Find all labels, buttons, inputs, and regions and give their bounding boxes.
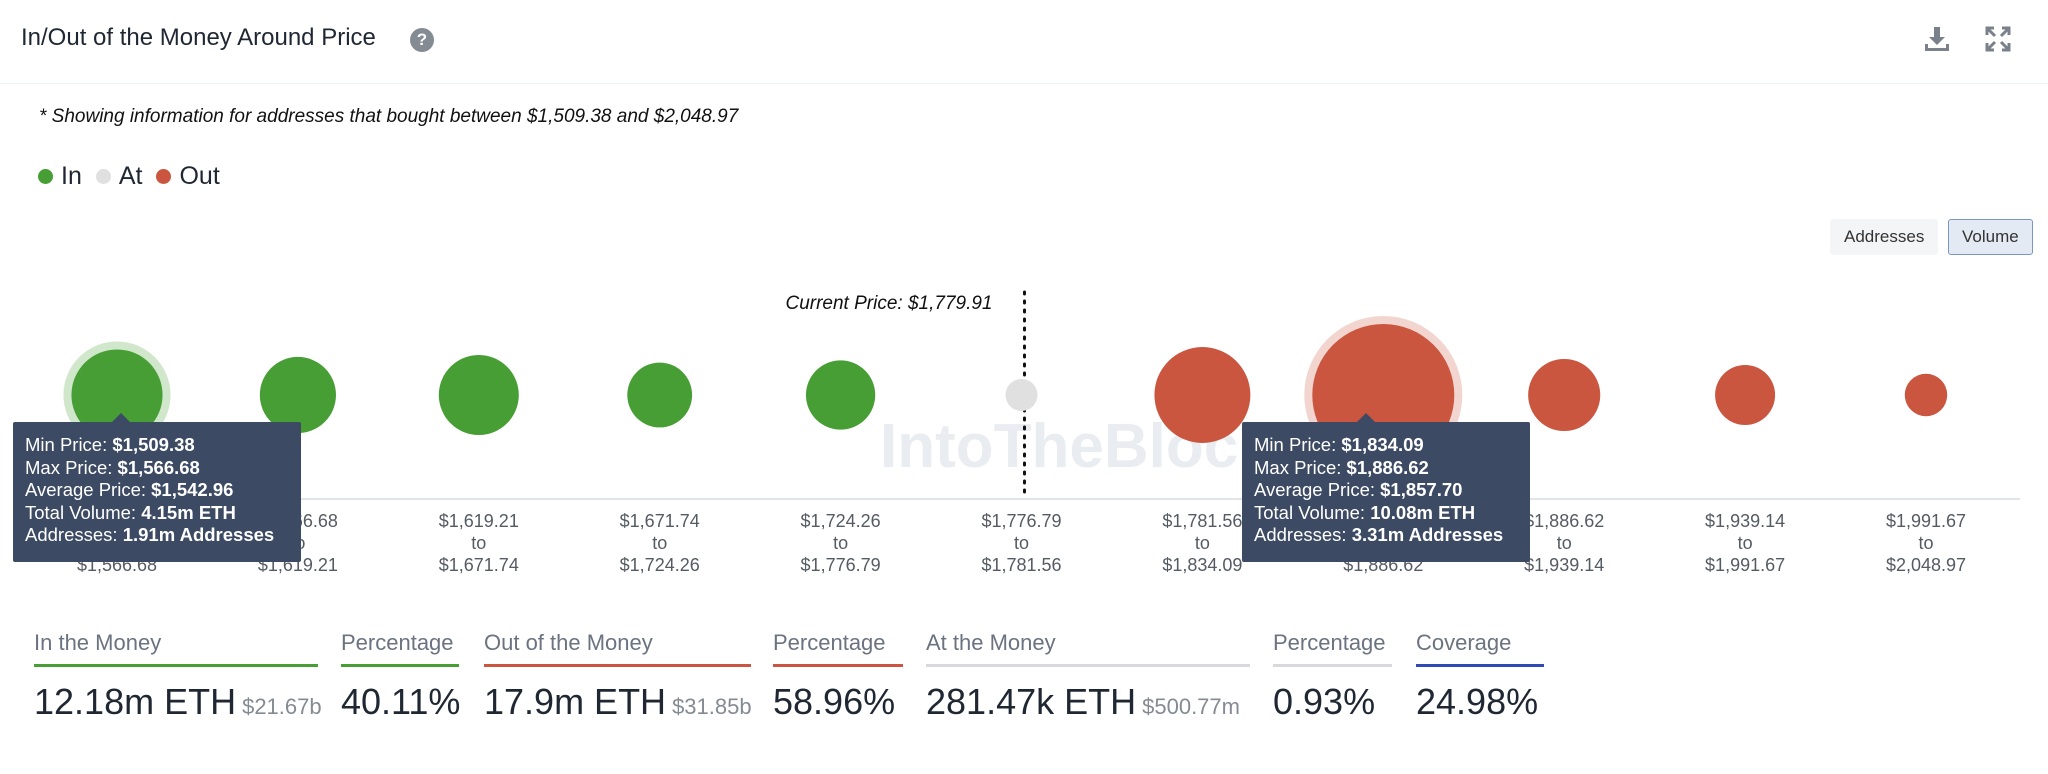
stat-underline: [1416, 664, 1544, 667]
stat-label: At the Money: [926, 630, 1056, 655]
x-tick-label: $1,781.56: [981, 555, 1061, 575]
legend-in-swatch: [38, 169, 53, 184]
tooltip-addr-row: Addresses: 3.31m Addresses: [1254, 524, 1504, 545]
bubble: [438, 354, 519, 436]
x-tick-label: $1,671.74: [439, 555, 519, 575]
stat-label: Percentage: [1273, 630, 1386, 655]
x-tick-label: to: [1557, 533, 1572, 553]
stat-value: 0.93%: [1273, 681, 1376, 722]
stat-label: Out of the Money: [484, 630, 653, 655]
current-price-label: Current Price: $1,779.91: [785, 293, 992, 314]
stat-label: Coverage: [1416, 630, 1512, 655]
stat-underline: [341, 664, 459, 667]
stat-underline: [1273, 664, 1392, 667]
legend-out-swatch: [156, 169, 172, 184]
legend: In At Out: [38, 162, 234, 191]
legend-at[interactable]: At: [95, 162, 143, 191]
stat-label: Percentage: [341, 630, 454, 655]
tooltip-min-row: Min Price: $1,834.09: [1254, 434, 1424, 455]
bubble: [805, 360, 876, 430]
stat-value: 17.9m ETH $31.85b: [484, 681, 752, 722]
tooltip-min-row: Min Price: $1,509.38: [25, 434, 195, 455]
x-tick-label: $1,781.56: [1162, 511, 1242, 531]
x-tick-label: $1,671.74: [620, 511, 700, 531]
x-tick-label: to: [652, 533, 667, 553]
bubble: [1005, 379, 1038, 411]
bubble: [71, 349, 163, 441]
stat-underline: [484, 664, 751, 667]
x-tick-label: to: [1014, 533, 1029, 553]
download-icon[interactable]: [1922, 24, 1952, 54]
page-title: In/Out of the Money Around Price: [21, 24, 376, 51]
x-tick-label: $1,886.62: [1524, 511, 1604, 531]
addresses-toggle[interactable]: Addresses: [1830, 219, 1939, 255]
stat-underline: [926, 664, 1250, 667]
bubble: [627, 362, 693, 428]
stat-at-the-money: At the Money 281.47k ETH $500.77m: [926, 630, 1250, 723]
tooltip-addr-row: Addresses: 1.91m Addresses: [25, 524, 275, 545]
stat-label: Percentage: [773, 630, 886, 655]
stat-value: 24.98%: [1416, 681, 1539, 722]
x-tick-label: $1,619.21: [439, 511, 519, 531]
stat-in-the-money: In the Money 12.18m ETH $21.67b: [34, 630, 322, 723]
x-tick-label: to: [471, 533, 486, 553]
tooltip-vol-row: Total Volume: 4.15m ETH: [25, 501, 236, 523]
x-tick-label: $1,776.79: [981, 511, 1061, 531]
stat-value: 58.96%: [773, 681, 896, 722]
x-tick-label: $1,724.26: [620, 555, 700, 575]
bubble: [1154, 347, 1251, 443]
x-tick-label: $1,939.14: [1705, 511, 1785, 531]
stat-coverage: Coverage 24.98%: [1416, 630, 1544, 723]
bubble: [1528, 358, 1601, 432]
volume-toggle[interactable]: Volume: [1948, 219, 2033, 255]
stat-out-percentage: Percentage 58.96%: [773, 630, 903, 723]
expand-icon[interactable]: [1983, 24, 2013, 54]
stat-underline: [773, 664, 903, 667]
stat-value: 281.47k ETH $500.77m: [926, 681, 1240, 722]
legend-at-swatch: [95, 169, 111, 184]
x-tick-label: $1,776.79: [801, 555, 881, 575]
stat-out-of-the-money: Out of the Money 17.9m ETH $31.85b: [484, 630, 752, 723]
stat-in-percentage: Percentage 40.11%: [341, 630, 461, 723]
tooltip-vol-row: Total Volume: 10.08m ETH: [1254, 501, 1476, 523]
x-tick-label: to: [1195, 533, 1210, 553]
stat-label: In the Money: [34, 630, 162, 655]
legend-at-label: At: [118, 162, 143, 190]
stat-underline: [34, 664, 318, 667]
legend-out-label: Out: [179, 162, 220, 190]
tooltip-avg-row: Average Price: $1,857.70: [1254, 479, 1463, 500]
tooltip-max-row: Max Price: $1,886.62: [1254, 456, 1429, 478]
x-tick-label: to: [1738, 533, 1753, 553]
x-tick-label: to: [833, 533, 848, 553]
bubble: [1715, 364, 1776, 426]
range-note: * Showing information for addresses that…: [39, 106, 739, 127]
tooltip-avg-row: Average Price: $1,542.96: [25, 479, 234, 500]
x-tick-label: $1,991.67: [1886, 511, 1966, 531]
stat-at-percentage: Percentage 0.93%: [1273, 630, 1392, 723]
x-tick-label: $1,834.09: [1162, 555, 1242, 575]
tooltip-bucket-1: Min Price: $1,509.38 Max Price: $1,566.6…: [13, 413, 301, 562]
legend-in-label: In: [61, 162, 82, 190]
x-tick-label: $1,724.26: [801, 511, 881, 531]
tooltip-bucket-8: Min Price: $1,834.09 Max Price: $1,886.6…: [1242, 413, 1530, 562]
legend-out[interactable]: Out: [156, 162, 220, 191]
bubble: [259, 356, 336, 434]
x-tick-label: $1,991.67: [1705, 555, 1785, 575]
stat-value: 40.11%: [341, 681, 461, 722]
bubble: [1904, 373, 1948, 417]
stat-value: 12.18m ETH $21.67b: [34, 681, 322, 722]
legend-in[interactable]: In: [38, 162, 82, 191]
tooltip-max-row: Max Price: $1,566.68: [25, 456, 200, 478]
help-icon[interactable]: ?: [410, 28, 434, 52]
x-tick-label: to: [1918, 533, 1933, 553]
x-tick-label: $2,048.97: [1886, 555, 1966, 575]
chart-header: In/Out of the Money Around Price ?: [0, 0, 2048, 84]
x-tick-label: $1,939.14: [1524, 555, 1604, 575]
